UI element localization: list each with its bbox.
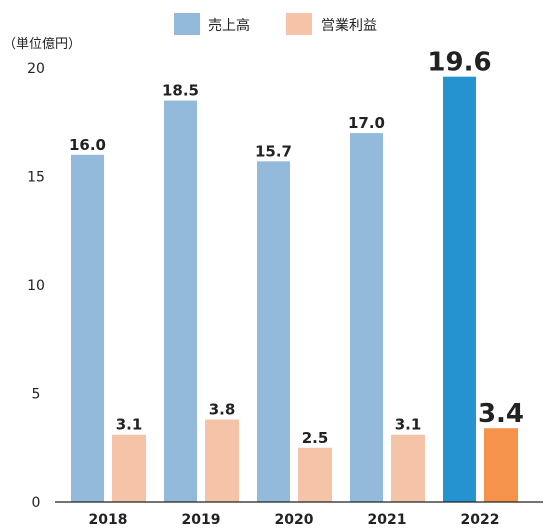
y-tick-label-4: 20 xyxy=(27,61,45,77)
y-axis-ticks: 0 5 10 15 20 xyxy=(27,61,45,511)
value-label-0-2022: 19.6 xyxy=(427,48,491,78)
bar-1-2021 xyxy=(391,434,425,502)
legend-swatch-1 xyxy=(286,13,312,35)
y-tick-label-1: 5 xyxy=(32,387,41,403)
value-label-0-2019: 18.5 xyxy=(162,82,199,100)
bar-0-2022 xyxy=(443,76,476,503)
bar-0-2021 xyxy=(350,133,383,502)
legend-swatch-0 xyxy=(174,13,200,35)
y-tick-label-0: 0 xyxy=(32,495,41,511)
legend-label-0: 売上高 xyxy=(208,17,250,34)
bar-1-2022 xyxy=(484,428,518,502)
x-axis-categories: 2018 2019 2020 2021 2022 xyxy=(89,512,500,528)
value-label-0-2018: 16.0 xyxy=(69,136,106,154)
x-tick-label-2020: 2020 xyxy=(275,512,314,528)
y-tick-label-3: 15 xyxy=(27,170,45,186)
bar-1-2018 xyxy=(112,434,146,502)
x-tick-label-2018: 2018 xyxy=(89,512,128,528)
legend: 売上高 営業利益 xyxy=(174,13,377,35)
y-tick-label-2: 10 xyxy=(27,278,45,294)
value-label-1-2021: 3.1 xyxy=(395,416,422,434)
bar-0-2019 xyxy=(164,100,197,503)
x-tick-label-2021: 2021 xyxy=(368,512,407,528)
x-tick-label-2022: 2022 xyxy=(461,512,500,528)
value-label-0-2021: 17.0 xyxy=(348,114,385,132)
value-label-1-2022: 3.4 xyxy=(478,399,524,429)
bar-0-2020 xyxy=(257,161,290,502)
y-axis-unit-label: （単位億円） xyxy=(3,36,81,52)
legend-label-1: 営業利益 xyxy=(321,18,377,34)
value-label-1-2018: 3.1 xyxy=(116,416,143,434)
bar-1-2020 xyxy=(298,447,332,502)
value-label-1-2020: 2.5 xyxy=(302,429,329,447)
bar-0-2018 xyxy=(71,154,104,503)
value-label-1-2019: 3.8 xyxy=(209,401,236,419)
x-tick-label-2019: 2019 xyxy=(182,512,221,528)
bars: 16.0 3.1 18.5 3.8 15.7 2.5 17.0 3.1 19.6 3.4 xyxy=(69,48,524,503)
value-label-0-2020: 15.7 xyxy=(255,142,292,160)
bar-1-2019 xyxy=(205,419,239,502)
